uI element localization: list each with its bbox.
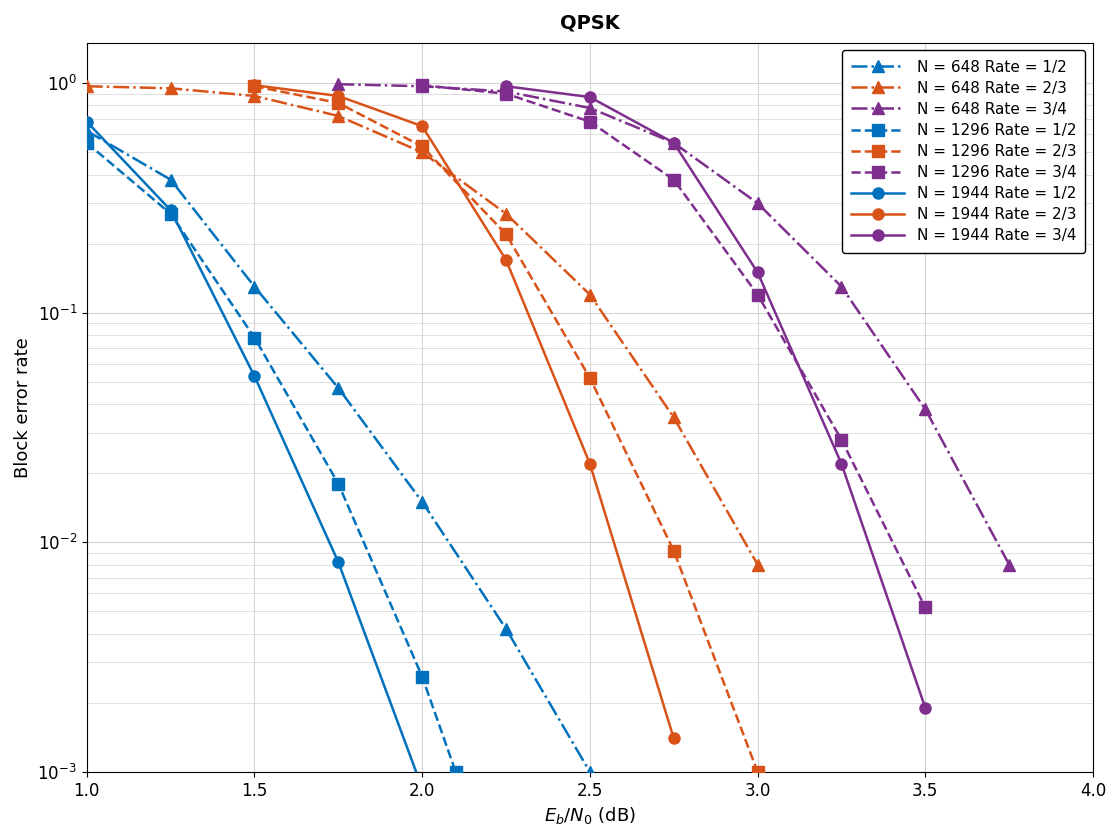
N = 648 Rate = 3/4 (500, 87, 513, 97)
N = 648 Rate = 1/2 (248, 281, 261, 291)
Line: N = 1296 Rate = 2/3: N = 1296 Rate = 2/3 (249, 81, 763, 777)
Line: N = 1296 Rate = 3/4: N = 1296 Rate = 3/4 (417, 80, 931, 613)
N = 648 Rate = 3/4 (834, 281, 848, 291)
N = 1944 Rate = 1/2 (248, 371, 261, 381)
N = 1944 Rate = 3/4 (918, 703, 932, 713)
N = 648 Rate = 1/2 (500, 624, 513, 634)
N = 1296 Rate = 1/2 (164, 208, 177, 218)
N = 1944 Rate = 2/3 (416, 121, 429, 131)
N = 1296 Rate = 1/2 (416, 671, 429, 681)
Line: N = 1296 Rate = 1/2: N = 1296 Rate = 1/2 (81, 137, 461, 777)
N = 648 Rate = 2/3 (332, 111, 345, 121)
Line: N = 648 Rate = 3/4: N = 648 Rate = 3/4 (333, 79, 1015, 570)
N = 1296 Rate = 2/3 (248, 81, 261, 92)
N = 1944 Rate = 2/3 (668, 733, 681, 743)
X-axis label: $\mathit{E_b/N_0}$ (dB): $\mathit{E_b/N_0}$ (dB) (544, 805, 636, 826)
N = 1296 Rate = 3/4 (584, 117, 597, 127)
N = 1296 Rate = 1/2 (449, 767, 463, 777)
N = 648 Rate = 2/3 (668, 412, 681, 423)
N = 1296 Rate = 1/2 (332, 479, 345, 489)
Y-axis label: Block error rate: Block error rate (13, 337, 31, 478)
N = 1296 Rate = 3/4 (918, 602, 932, 612)
N = 1296 Rate = 3/4 (500, 89, 513, 99)
N = 648 Rate = 3/4 (668, 138, 681, 148)
N = 648 Rate = 3/4 (416, 81, 429, 92)
N = 1296 Rate = 3/4 (668, 175, 681, 185)
N = 1296 Rate = 3/4 (416, 80, 429, 90)
N = 1944 Rate = 3/4 (834, 459, 848, 469)
N = 648 Rate = 3/4 (918, 404, 932, 414)
N = 1296 Rate = 2/3 (416, 141, 429, 151)
Line: N = 648 Rate = 2/3: N = 648 Rate = 2/3 (81, 81, 763, 570)
N = 1944 Rate = 2/3 (332, 91, 345, 101)
N = 648 Rate = 2/3 (500, 208, 513, 218)
N = 648 Rate = 2/3 (584, 290, 597, 300)
N = 1944 Rate = 2/3 (248, 80, 261, 90)
Line: N = 1944 Rate = 2/3: N = 1944 Rate = 2/3 (249, 80, 679, 744)
N = 1944 Rate = 1/2 (332, 557, 345, 567)
Line: N = 1944 Rate = 1/2: N = 1944 Rate = 1/2 (81, 116, 428, 794)
Title: QPSK: QPSK (560, 14, 619, 33)
N = 648 Rate = 2/3 (80, 81, 93, 92)
N = 648 Rate = 3/4 (1002, 559, 1016, 570)
N = 1944 Rate = 1/2 (416, 783, 429, 793)
N = 648 Rate = 2/3 (750, 559, 764, 570)
N = 1944 Rate = 1/2 (164, 205, 177, 215)
N = 648 Rate = 2/3 (416, 147, 429, 157)
N = 648 Rate = 1/2 (332, 383, 345, 393)
N = 1944 Rate = 3/4 (584, 92, 597, 102)
Line: N = 1944 Rate = 3/4: N = 1944 Rate = 3/4 (501, 81, 931, 713)
N = 648 Rate = 1/2 (584, 767, 597, 777)
Line: N = 648 Rate = 1/2: N = 648 Rate = 1/2 (81, 125, 596, 777)
Legend: N = 648 Rate = 1/2, N = 648 Rate = 2/3, N = 648 Rate = 3/4, N = 1296 Rate = 1/2,: N = 648 Rate = 1/2, N = 648 Rate = 2/3, … (842, 50, 1085, 253)
N = 648 Rate = 3/4 (750, 198, 764, 208)
N = 1296 Rate = 1/2 (248, 333, 261, 343)
N = 1944 Rate = 3/4 (750, 267, 764, 277)
N = 1296 Rate = 2/3 (584, 373, 597, 383)
N = 648 Rate = 3/4 (584, 103, 597, 113)
N = 1296 Rate = 2/3 (668, 545, 681, 555)
N = 1296 Rate = 2/3 (500, 229, 513, 239)
N = 1944 Rate = 1/2 (80, 117, 93, 127)
N = 648 Rate = 1/2 (416, 496, 429, 507)
N = 1944 Rate = 3/4 (668, 138, 681, 148)
N = 1296 Rate = 3/4 (750, 290, 764, 300)
N = 1944 Rate = 2/3 (584, 459, 597, 469)
N = 648 Rate = 1/2 (80, 126, 93, 136)
N = 1296 Rate = 2/3 (750, 767, 764, 777)
N = 1296 Rate = 2/3 (332, 98, 345, 108)
N = 648 Rate = 2/3 (164, 83, 177, 93)
N = 648 Rate = 3/4 (332, 79, 345, 89)
N = 1296 Rate = 1/2 (80, 138, 93, 148)
N = 648 Rate = 2/3 (248, 91, 261, 101)
N = 1944 Rate = 3/4 (500, 81, 513, 92)
N = 1944 Rate = 2/3 (500, 255, 513, 265)
N = 648 Rate = 1/2 (164, 175, 177, 185)
N = 1296 Rate = 3/4 (834, 434, 848, 444)
